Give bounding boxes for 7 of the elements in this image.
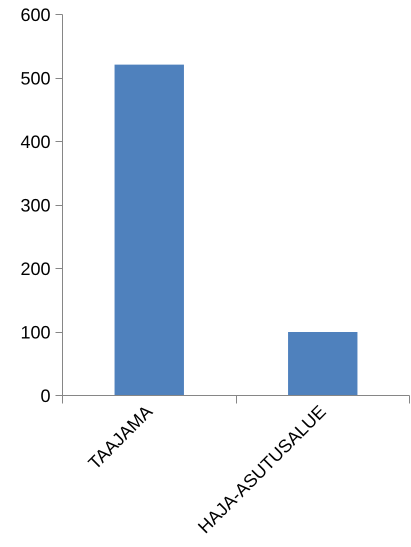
y-tick-label: 200 [20, 259, 51, 279]
y-tick-label: 0 [40, 386, 51, 406]
y-tick-label: 600 [20, 5, 51, 25]
y-tick-label: 300 [20, 196, 51, 216]
y-tick-label: 500 [20, 68, 51, 88]
y-tick-label: 400 [20, 132, 51, 152]
y-tick-label: 100 [20, 322, 51, 342]
